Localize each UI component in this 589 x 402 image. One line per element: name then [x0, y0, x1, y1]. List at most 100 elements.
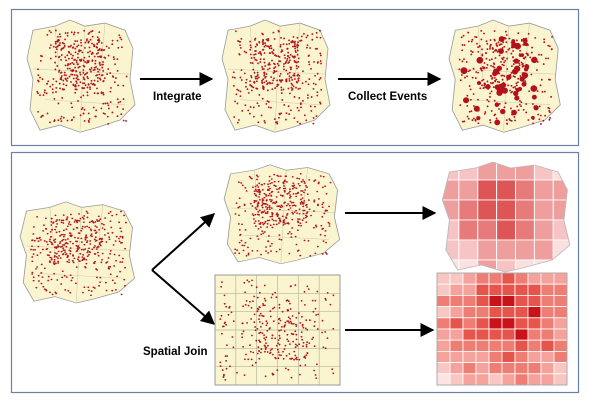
point: [275, 121, 277, 124]
point: [275, 296, 278, 299]
point: [58, 255, 60, 257]
point: [461, 60, 464, 63]
map-boundary: [455, 68, 556, 75]
point: [58, 230, 61, 233]
point: [540, 78, 543, 81]
grid-cell: [527, 283, 542, 296]
point: [287, 232, 290, 235]
point: [300, 224, 303, 227]
point: [271, 293, 274, 296]
point: [245, 190, 248, 192]
point: [551, 35, 553, 38]
point: [86, 240, 89, 242]
point: [492, 62, 495, 65]
region: [477, 219, 498, 241]
point: [61, 41, 64, 44]
point: [274, 356, 277, 359]
grid-cell: [527, 328, 542, 341]
point: [85, 72, 87, 75]
point: [276, 79, 278, 82]
point: [312, 82, 315, 85]
point: [300, 190, 303, 192]
point: [314, 307, 317, 310]
point: [86, 61, 88, 64]
point: [253, 222, 256, 225]
point: [256, 310, 259, 313]
point: [59, 78, 62, 81]
point: [316, 290, 319, 293]
point: [97, 55, 99, 58]
point: [77, 56, 79, 59]
point: [63, 46, 65, 49]
point: [89, 228, 92, 231]
point: [256, 80, 258, 83]
grid-cell: [514, 317, 529, 330]
point: [63, 249, 66, 252]
point: [286, 47, 289, 50]
point: [50, 235, 53, 238]
point: [46, 33, 49, 36]
point: [67, 223, 70, 225]
point: [234, 100, 236, 103]
point: [71, 217, 74, 220]
point: [58, 69, 61, 72]
point: [80, 96, 82, 99]
point: [262, 232, 265, 235]
point: [276, 122, 279, 125]
point: [251, 279, 253, 282]
point: [41, 248, 44, 251]
point: [255, 208, 258, 211]
point: [88, 247, 90, 250]
point: [280, 238, 283, 241]
point: [235, 93, 238, 96]
point: [96, 87, 98, 90]
point: [109, 252, 112, 255]
point: [280, 112, 283, 115]
map-boundary: [274, 26, 281, 131]
point: [80, 58, 83, 61]
point: [261, 97, 264, 100]
point: [312, 210, 315, 212]
point: [246, 88, 249, 91]
point: [321, 206, 324, 208]
point: [83, 257, 85, 259]
point: [46, 243, 49, 246]
point: [549, 117, 551, 119]
point: [303, 356, 305, 359]
point: [282, 350, 284, 353]
point: [280, 329, 282, 331]
map-boundary: [39, 273, 125, 279]
point: [294, 235, 297, 238]
point: [277, 339, 280, 341]
point: [252, 106, 255, 109]
point: [76, 74, 78, 77]
point: [486, 48, 489, 51]
point: [520, 105, 522, 108]
point: [77, 248, 79, 251]
point: [467, 70, 470, 73]
point: [67, 45, 70, 48]
point: [264, 206, 267, 208]
point: [305, 221, 308, 223]
point: [288, 353, 291, 355]
grid-cell: [449, 328, 464, 341]
point: [272, 31, 275, 34]
point: [231, 76, 234, 79]
point: [249, 44, 252, 47]
point: [84, 61, 86, 63]
point-map: [221, 19, 331, 133]
point: [264, 212, 267, 214]
point: [279, 45, 282, 48]
point: [90, 82, 93, 85]
point: [480, 38, 483, 41]
point: [81, 51, 84, 54]
point: [102, 61, 104, 63]
point: [264, 121, 266, 124]
point: [477, 122, 480, 125]
point: [61, 97, 64, 99]
point: [31, 271, 34, 274]
point: [234, 252, 237, 254]
point: [302, 191, 305, 194]
point: [265, 342, 267, 344]
point: [308, 78, 311, 81]
